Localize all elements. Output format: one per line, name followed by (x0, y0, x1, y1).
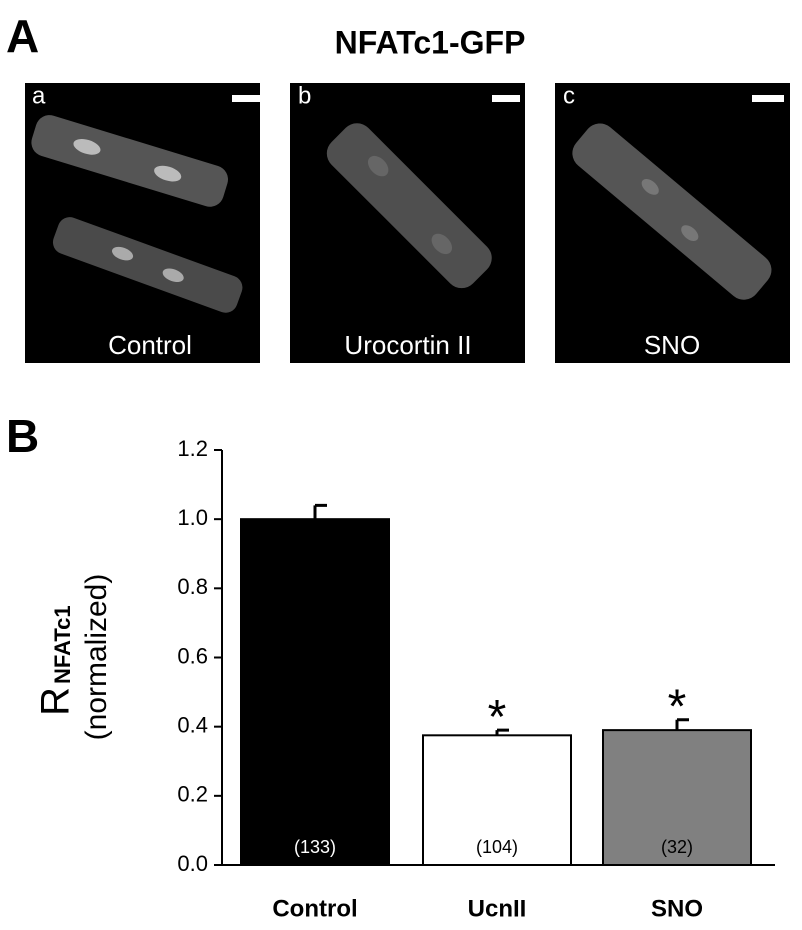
y-tick-label: 0.0 (177, 851, 208, 876)
n-label: (133) (294, 837, 336, 857)
image-caption: Urocortin II (344, 330, 471, 360)
y-label-sub: NFATc1 (50, 605, 75, 684)
x-tick-label: Control (272, 895, 357, 922)
y-label: R NFATc1 (normalized) (34, 574, 113, 741)
panel-label: B (6, 410, 39, 462)
error-bar (495, 728, 509, 736)
image-letter: b (298, 82, 311, 109)
image-letter: c (563, 82, 575, 109)
significance: * (488, 691, 507, 744)
y-tick-label: 0.4 (177, 712, 208, 737)
image-a: a Control (25, 82, 260, 363)
y-tick-label: 0.8 (177, 574, 208, 599)
panel-title: NFATc1-GFP (335, 24, 526, 60)
y-tick-label: 1.2 (177, 436, 208, 461)
bar (240, 518, 390, 867)
image-caption: Control (108, 330, 192, 360)
y-tick-label: 1.0 (177, 505, 208, 530)
error-bar (675, 718, 689, 731)
y-label-main: R (34, 687, 78, 716)
x-tick-label: UcnII (468, 895, 527, 922)
n-label: (32) (661, 837, 693, 857)
x-tick-label: SNO (651, 895, 703, 922)
y-label-unit: (normalized) (80, 574, 113, 741)
image-c: c SNO (555, 82, 790, 363)
image-b: b Urocortin II (290, 82, 525, 363)
bar (422, 734, 572, 866)
y-tick-label: 0.6 (177, 643, 208, 668)
panel-label: A (6, 10, 39, 62)
bar (602, 729, 752, 866)
image-letter: a (32, 82, 46, 109)
error-bar (313, 503, 327, 520)
significance: * (668, 680, 687, 733)
n-label: (104) (476, 837, 518, 857)
image-caption: SNO (644, 330, 700, 360)
y-tick-label: 0.2 (177, 782, 208, 807)
